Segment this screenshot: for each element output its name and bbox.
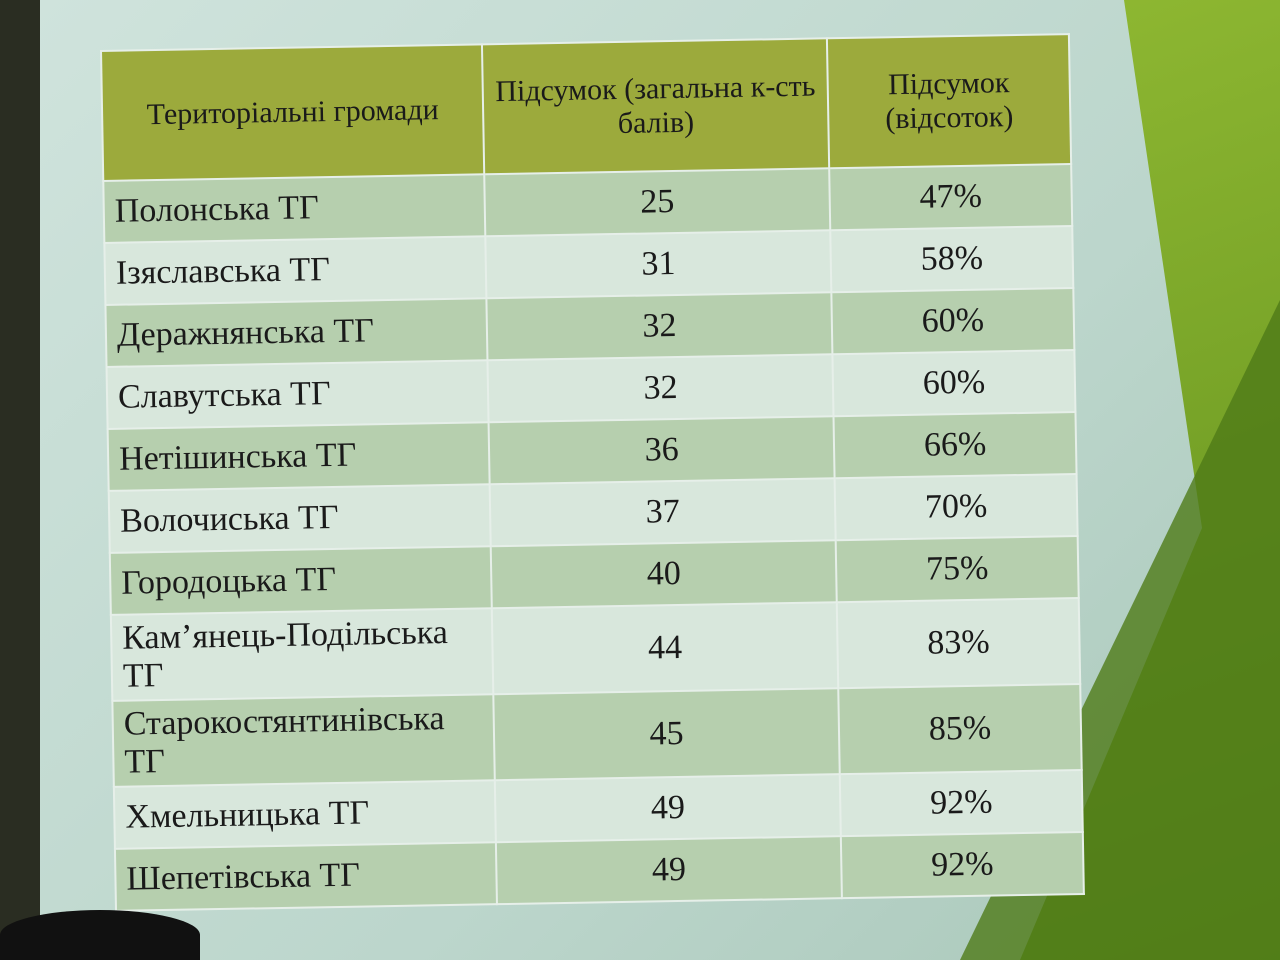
percent: 66% [833, 412, 1077, 479]
table-row: Старокостянтинівська ТГ 45 85% [112, 683, 1082, 787]
score: 45 [493, 688, 840, 781]
header-row: Територіальні громади Підсумок (загальна… [101, 34, 1072, 181]
community-name: Городоцька ТГ [109, 546, 492, 615]
percent: 70% [834, 474, 1078, 541]
percent: 85% [838, 683, 1082, 775]
community-name: Полонська ТГ [103, 174, 486, 243]
community-name: Хмельницька ТГ [113, 780, 497, 849]
score: 32 [487, 354, 834, 423]
table-row: Кам’янець-Подільська ТГ 44 83% [110, 598, 1081, 701]
score: 44 [491, 602, 839, 695]
score: 49 [494, 774, 841, 843]
community-name: Кам’янець-Подільська ТГ [110, 608, 494, 701]
percent: 92% [840, 831, 1084, 899]
community-name: Славутська ТГ [106, 360, 489, 429]
header-cell: Підсумок (відсоток) [826, 34, 1072, 169]
community-name: Ізяславська ТГ [104, 236, 487, 305]
score: 49 [496, 836, 842, 905]
percent: 83% [836, 598, 1081, 689]
percent: 75% [835, 536, 1079, 603]
community-name: Старокостянтинівська ТГ [112, 694, 495, 787]
percent: 58% [830, 226, 1074, 293]
table-body: Полонська ТГ 25 47% Ізяславська ТГ 31 58% Дера… [103, 164, 1084, 911]
percent: 60% [832, 350, 1076, 417]
results-table: Територіальні громади Підсумок (загальна… [100, 33, 1085, 912]
community-name: Деражнянська ТГ [105, 298, 488, 367]
score: 25 [484, 168, 831, 237]
score: 36 [488, 416, 835, 485]
community-name: Шепетівська ТГ [114, 842, 498, 911]
percent: 60% [831, 288, 1075, 355]
community-name: Волочиська ТГ [108, 484, 491, 553]
score: 40 [490, 540, 837, 609]
community-name: Нетішинська ТГ [107, 422, 490, 491]
score: 32 [486, 292, 833, 361]
score: 37 [489, 478, 836, 547]
score: 31 [485, 230, 832, 299]
percent: 47% [829, 164, 1073, 231]
header-cell: Підсумок (загальна к-сть балів) [482, 38, 830, 175]
percent: 92% [839, 769, 1083, 837]
audience-head [0, 910, 200, 960]
header-cell: Територіальні громади [101, 44, 485, 181]
